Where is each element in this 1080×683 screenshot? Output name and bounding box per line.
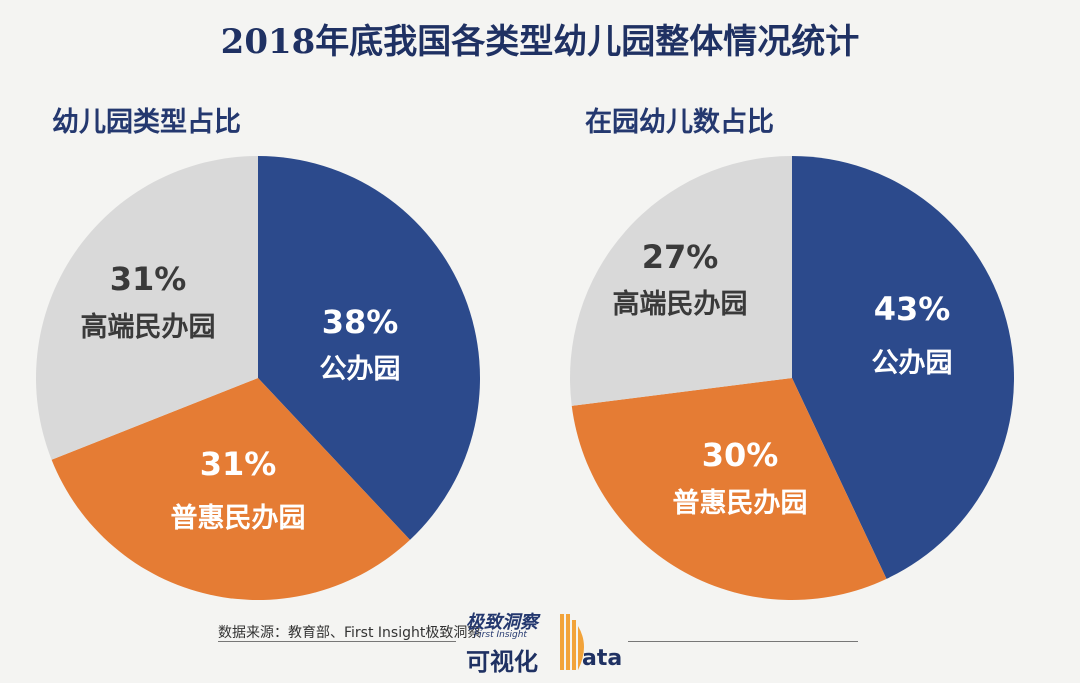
source-text: 数据来源：教育部、First Insight极致洞察 [218,625,482,641]
slice-name-label: 普惠民办园 [171,502,306,534]
slice-percent-label: 31% [200,445,277,483]
logo-brand-en: First Insight [474,630,527,640]
right-chart-title: 在园幼儿数占比 [585,107,774,138]
logo-data-text: ata [582,646,623,671]
pie-slice-types-2 [36,156,259,460]
pie-slice-types-1 [51,378,410,600]
pie-slice-types-0 [258,156,480,540]
slice-percent-label: 31% [110,260,187,298]
source-divider-left [218,641,456,642]
logo-visual-text: 可视化 [466,648,538,676]
slice-percent-label: 38% [322,303,399,341]
logo-brand: 极致洞察 [466,612,538,633]
slice-name-label: 公办园 [320,354,401,385]
left-chart-title: 幼儿园类型占比 [52,107,241,138]
logo: 极致洞察 First Insight 可视化 ata [466,606,626,676]
source-divider-right [628,641,858,642]
logo-d-icon [560,614,584,670]
page-title: 2018年底我国各类型幼儿园整体情况统计 [220,22,860,62]
slice-name-label: 高端民办园 [81,311,216,343]
